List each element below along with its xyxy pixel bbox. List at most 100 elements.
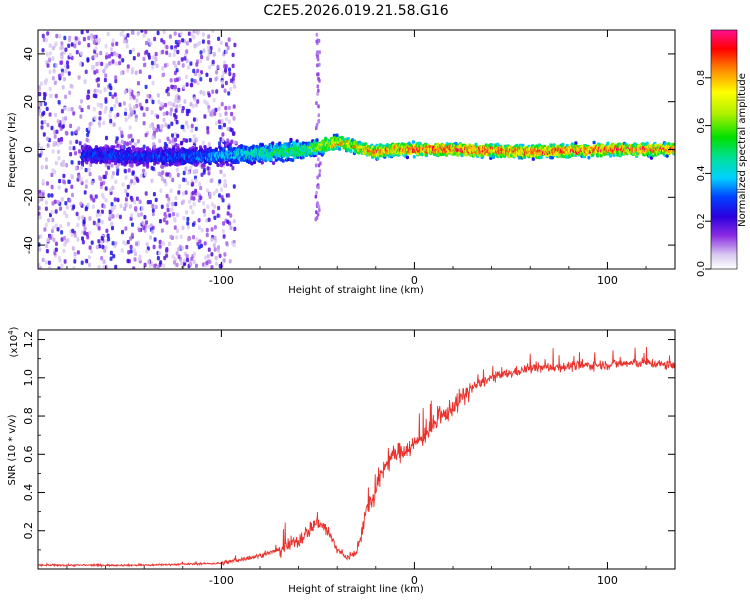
- spectrogram-noise-cell: [186, 216, 190, 222]
- spectrogram-noise-cell: [202, 48, 206, 53]
- spectrogram-noise-cell: [214, 255, 218, 261]
- spectrogram-noise-cell: [207, 45, 210, 50]
- spectrogram-noise-cell: [218, 253, 222, 259]
- spectrogram-noise-cell: [60, 197, 64, 202]
- spectrogram-noise-cell: [72, 146, 76, 151]
- spectrogram-noise-cell: [169, 107, 173, 112]
- spectrogram-noise-cell: [230, 128, 234, 133]
- spectrogram-noise-cell: [206, 166, 210, 171]
- spectrogram-noise-cell: [77, 126, 81, 131]
- spectrogram-noise-cell: [223, 179, 227, 184]
- spectrogram-noise-cell: [228, 71, 232, 77]
- spectrogram-noise-cell: [156, 124, 160, 129]
- spectrogram-noise-cell: [152, 126, 156, 131]
- spectrogram-noise-cell: [77, 40, 81, 46]
- spectrogram-cell: [260, 143, 264, 148]
- spectrogram-noise-cell: [145, 49, 149, 55]
- spectrogram-noise-cell: [170, 45, 174, 50]
- spectrogram-noise-cell: [67, 71, 71, 76]
- spectrogram-noise-cell: [101, 244, 105, 250]
- spectrogram-noise-cell: [40, 125, 44, 130]
- spectrogram-noise-cell: [155, 265, 159, 269]
- spectrogram-noise-cell: [104, 44, 108, 49]
- spectrogram-noise-cell: [315, 101, 318, 106]
- spectrogram-noise-cell: [71, 174, 74, 180]
- spectrogram-noise-cell: [130, 179, 134, 184]
- spectrogram-noise-cell: [52, 142, 56, 147]
- spectrogram-noise-cell: [171, 254, 175, 259]
- spectrogram-noise-cell: [196, 68, 200, 74]
- spectrogram-noise-cell: [77, 216, 81, 221]
- spectrogram-noise-cell: [109, 187, 113, 193]
- spectrogram-cell: [146, 163, 150, 168]
- spectrogram-noise-cell: [185, 254, 189, 259]
- spectrogram-noise-cell: [185, 244, 189, 250]
- spectrogram-noise-cell: [54, 160, 58, 166]
- spectrogram-noise-cell: [207, 108, 211, 113]
- spectrogram-noise-cell: [102, 204, 106, 209]
- spectrogram-noise-cell: [42, 110, 46, 116]
- spectrogram-noise-cell: [172, 102, 176, 108]
- spectrogram-noise-cell: [315, 39, 318, 44]
- spectrogram-noise-cell: [44, 200, 48, 205]
- spectrogram-noise-cell: [177, 95, 181, 100]
- spectrogram-noise-cell: [192, 202, 196, 207]
- spectrogram-noise-cell: [124, 111, 127, 116]
- spectrogram-noise-cell: [192, 68, 196, 74]
- spectrogram-noise-cell: [62, 248, 66, 254]
- spectrogram-noise-cell: [103, 77, 107, 83]
- spectrogram-noise-cell: [179, 31, 183, 36]
- spectrogram-noise-cell: [57, 266, 61, 269]
- spectrogram-noise-cell: [232, 116, 236, 121]
- spectrogram-noise-cell: [128, 125, 132, 130]
- spectrogram-noise-cell: [226, 45, 230, 50]
- spectrogram-noise-cell: [121, 229, 124, 235]
- spectrogram-noise-cell: [129, 204, 132, 209]
- spectrogram-noise-cell: [220, 102, 224, 107]
- spectrogram-noise-cell: [227, 193, 231, 198]
- spectrogram-noise-cell: [229, 78, 233, 83]
- spectrogram-cell: [271, 141, 275, 145]
- spectrogram-noise-cell: [88, 171, 92, 177]
- spectrogram-noise-cell: [60, 41, 64, 46]
- spectrogram-noise-cell: [129, 249, 133, 254]
- spectrogram-noise-cell: [102, 259, 106, 264]
- spectrogram-noise-cell: [171, 202, 175, 207]
- spectrogram-noise-cell: [88, 255, 91, 260]
- spectrogram-noise-cell: [110, 52, 114, 57]
- spectrogram-noise-cell: [77, 160, 81, 165]
- spectrogram-noise-cell: [122, 101, 126, 106]
- spectrogram-noise-cell: [109, 85, 113, 91]
- spectrogram-noise-cell: [207, 171, 211, 176]
- spectrogram-noise-cell: [213, 215, 217, 220]
- spectrogram-noise-cell: [149, 124, 152, 129]
- spectrogram-noise-cell: [220, 118, 224, 124]
- spectrogram-noise-cell: [215, 188, 219, 193]
- spectrogram-noise-cell: [210, 227, 214, 232]
- spectrogram-noise-cell: [190, 123, 194, 129]
- spectrogram-noise-cell: [223, 88, 227, 93]
- spectrogram-noise-cell: [75, 50, 79, 55]
- spectrogram-noise-cell: [116, 168, 120, 173]
- spectrogram-noise-cell: [41, 48, 45, 53]
- spectrogram-noise-cell: [92, 107, 96, 112]
- spectrogram-noise-cell: [102, 264, 106, 269]
- spectrogram-noise-cell: [160, 38, 164, 43]
- spectrogram-noise-cell: [115, 136, 119, 141]
- spectrogram-noise-cell: [87, 167, 91, 172]
- spectrogram-noise-cell: [99, 89, 103, 95]
- spectrogram-noise-cell: [57, 73, 61, 79]
- spectrogram-noise-cell: [103, 87, 107, 92]
- spectrogram-noise-cell: [130, 213, 134, 218]
- spectrogram-noise-cell: [72, 111, 76, 116]
- spectrogram-noise-cell: [87, 105, 91, 110]
- spectrogram-noise-cell: [218, 141, 221, 146]
- spectrogram-cell: [405, 155, 409, 160]
- spectrogram-noise-cell: [100, 61, 104, 67]
- spectrogram-noise-cell: [212, 51, 216, 57]
- spectrogram-noise-cell: [150, 110, 154, 115]
- spectrogram-noise-cell: [121, 182, 125, 187]
- spectrogram-noise-cell: [164, 214, 168, 219]
- spectrogram-noise-cell: [123, 206, 127, 211]
- spectrogram-noise-cell: [201, 39, 205, 44]
